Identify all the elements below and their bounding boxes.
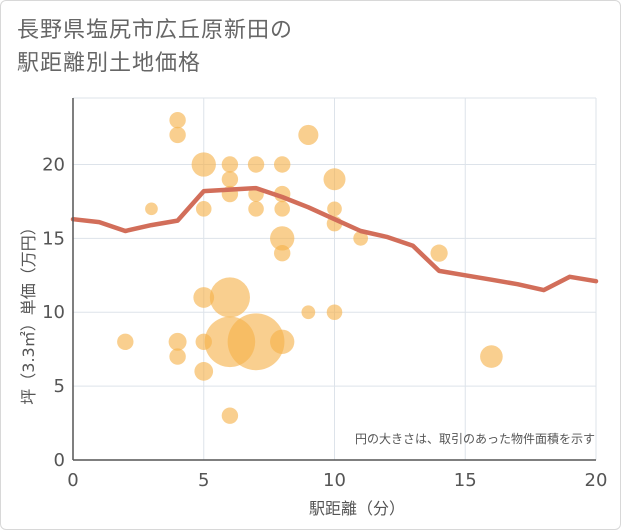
bubble-point-7 xyxy=(195,201,212,217)
series-line-平均 xyxy=(70,185,599,293)
bubble-point-33 xyxy=(353,231,368,246)
bubble-point-35 xyxy=(480,345,503,368)
x-tick-label-15: 15 xyxy=(454,470,477,491)
grid-lines xyxy=(73,97,597,460)
bubble-point-28 xyxy=(301,305,316,320)
bubble-point-34 xyxy=(430,244,448,262)
bubble-point-21 xyxy=(274,156,291,173)
x-tick-label-10: 10 xyxy=(323,470,346,491)
bubble-point-17 xyxy=(247,156,265,173)
average-line xyxy=(70,185,599,293)
bubble-point-16 xyxy=(221,407,239,424)
y-tick-label-15: 15 xyxy=(42,228,65,249)
bubble-point-9 xyxy=(195,333,212,350)
bubble-point-30 xyxy=(327,201,342,217)
bubble-point-23 xyxy=(274,201,290,217)
chart-title-line-1: 長野県塩尻市広丘原新田の xyxy=(17,18,294,43)
x-tick-label-0: 0 xyxy=(67,470,78,491)
bubble-point-25 xyxy=(274,244,291,262)
bubble-point-19 xyxy=(248,201,264,217)
bubble-point-32 xyxy=(326,304,343,321)
x-axis-label: 駅距離（分） xyxy=(309,499,405,518)
bubble-point-12 xyxy=(221,171,239,188)
bubble-point-15 xyxy=(204,316,256,368)
y-tick-label-10: 10 xyxy=(42,302,65,323)
y-tick-label-5: 5 xyxy=(54,376,65,397)
y-axis-label: 坪（3.3㎡）単価（万円） xyxy=(19,219,38,404)
bubble-point-5 xyxy=(169,348,186,365)
size-note: 円の大きさは、取引のあった物件面積を示す xyxy=(355,431,595,446)
x-tick-label-20: 20 xyxy=(585,470,608,491)
axes: 0 5 10 15 20 0 5 10 15 20 xyxy=(42,98,607,491)
bubble-point-26 xyxy=(270,329,295,354)
y-tick-label-0: 0 xyxy=(54,450,65,471)
bubble-point-2 xyxy=(169,111,186,129)
bubble-point-4 xyxy=(168,332,187,351)
bubbles xyxy=(117,111,503,424)
bubble-point-6 xyxy=(191,152,216,177)
chart-title: 長野県塩尻市広丘原新田の 駅距離別土地価格 xyxy=(17,14,293,80)
bubble-point-27 xyxy=(298,124,319,145)
y-tick-label-20: 20 xyxy=(42,154,65,175)
bubble-point-14 xyxy=(209,277,250,318)
bubble-point-24 xyxy=(270,226,295,251)
bubble-point-11 xyxy=(221,156,239,173)
bubble-point-0 xyxy=(117,333,134,350)
bubble-point-8 xyxy=(193,287,215,308)
bubble-point-29 xyxy=(323,168,346,191)
chart-title-line-2: 駅距離別土地価格 xyxy=(17,51,202,76)
bubble-point-3 xyxy=(169,126,186,144)
bubble-point-10 xyxy=(194,361,214,381)
bubble-point-1 xyxy=(145,202,158,216)
x-tick-label-5: 5 xyxy=(198,470,209,491)
